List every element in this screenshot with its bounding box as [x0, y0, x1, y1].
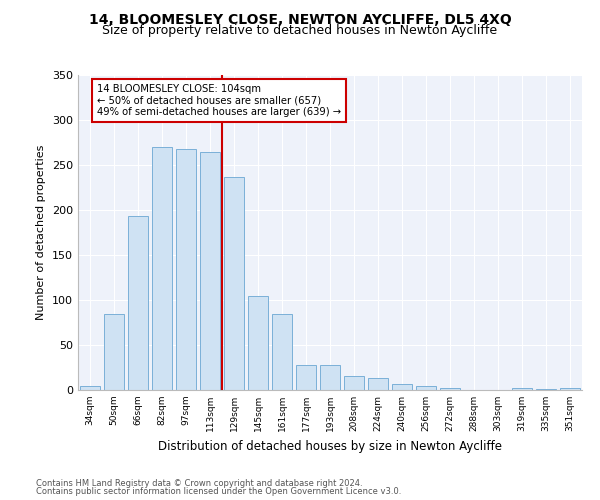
Bar: [344, 376, 364, 390]
Bar: [512, 388, 532, 390]
Text: Contains public sector information licensed under the Open Government Licence v3: Contains public sector information licen…: [36, 487, 401, 496]
Bar: [248, 296, 268, 390]
Y-axis label: Number of detached properties: Number of detached properties: [37, 145, 46, 320]
Bar: [128, 216, 148, 390]
Text: 14, BLOOMESLEY CLOSE, NEWTON AYCLIFFE, DL5 4XQ: 14, BLOOMESLEY CLOSE, NEWTON AYCLIFFE, D…: [89, 12, 511, 26]
Bar: [104, 314, 124, 390]
Text: 14 BLOOMESLEY CLOSE: 104sqm
← 50% of detached houses are smaller (657)
49% of se: 14 BLOOMESLEY CLOSE: 104sqm ← 50% of det…: [97, 84, 341, 117]
Bar: [224, 176, 244, 390]
Bar: [176, 149, 196, 390]
Bar: [392, 384, 412, 390]
Bar: [272, 314, 292, 390]
Bar: [80, 386, 100, 390]
X-axis label: Distribution of detached houses by size in Newton Aycliffe: Distribution of detached houses by size …: [158, 440, 502, 452]
Text: Size of property relative to detached houses in Newton Aycliffe: Size of property relative to detached ho…: [103, 24, 497, 37]
Bar: [152, 147, 172, 390]
Bar: [368, 378, 388, 390]
Bar: [560, 388, 580, 390]
Bar: [416, 386, 436, 390]
Text: Contains HM Land Registry data © Crown copyright and database right 2024.: Contains HM Land Registry data © Crown c…: [36, 478, 362, 488]
Bar: [296, 365, 316, 390]
Bar: [440, 388, 460, 390]
Bar: [536, 389, 556, 390]
Bar: [200, 152, 220, 390]
Bar: [320, 365, 340, 390]
